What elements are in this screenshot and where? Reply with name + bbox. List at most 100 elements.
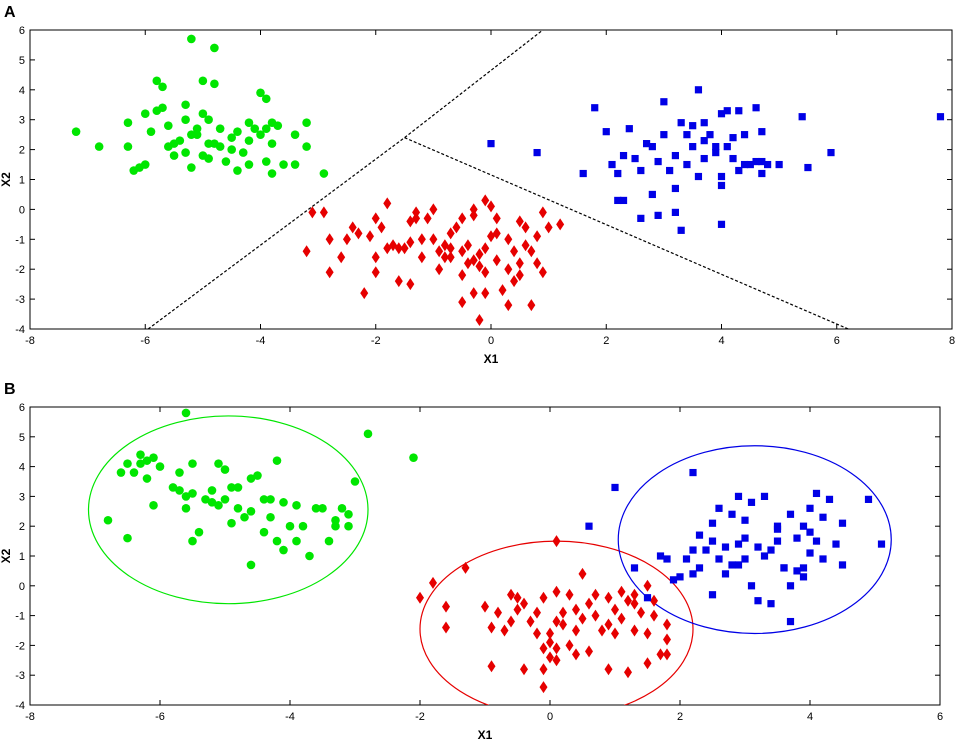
- panel-b-green-point: [181, 492, 191, 501]
- panel-b-red-point: [643, 657, 652, 670]
- panel-a-red-point: [446, 251, 455, 264]
- panel-a-red-point: [492, 212, 501, 225]
- panel-a-blue-point: [700, 154, 708, 163]
- panel-b-green-point: [194, 527, 204, 537]
- panel-b-blue-point: [786, 617, 795, 626]
- panel-b-ytick-label: -2: [15, 640, 25, 652]
- panel-a-red-point: [515, 269, 524, 282]
- panel-a-xtick-label: -4: [256, 335, 266, 347]
- panel-a-red-point: [319, 206, 328, 219]
- panel-b-red-point: [656, 648, 665, 661]
- panel-a-blue-point: [706, 131, 714, 139]
- panel-b-red-point: [604, 663, 613, 676]
- panel-a-blue-point: [712, 143, 720, 151]
- panel-b-green-point: [175, 486, 184, 495]
- panel-b-red-point: [552, 535, 561, 548]
- panel-b-red-point: [546, 651, 554, 664]
- panel-a-red-point: [481, 194, 490, 207]
- panel-b-green-cluster-ellipse: [87, 415, 369, 605]
- panel-b-green-point: [129, 468, 139, 477]
- panel-a-ytick-label: 3: [19, 115, 25, 127]
- panel-b-red-point: [507, 588, 515, 601]
- panel-b-green-point: [331, 521, 340, 531]
- panel-b-blue-point: [793, 567, 801, 575]
- panel-b-blue-point: [695, 531, 704, 539]
- panel-b-ytick-label: -3: [15, 670, 25, 682]
- panel-a-blue-point: [735, 107, 743, 115]
- panel-b-green-point: [214, 459, 223, 468]
- panel-a-blue-point: [764, 160, 772, 169]
- panel-b-red-point: [429, 576, 437, 589]
- panel-b-red-point: [630, 624, 639, 637]
- panel-b-xtick-label: 6: [937, 711, 943, 723]
- panel-b-blue-point: [760, 552, 769, 560]
- panel-a-ytick-label: 2: [19, 145, 25, 157]
- panel-a-red-point: [452, 221, 461, 234]
- panel-a-red-point: [515, 257, 524, 270]
- panel-b-ytick-label: 4: [19, 462, 25, 474]
- panel-b-green-point: [136, 450, 145, 459]
- panel-a-blue-point: [666, 166, 674, 175]
- panel-b-red-point: [539, 591, 548, 604]
- panel-b-blue-point: [695, 564, 704, 572]
- panel-a-red-point: [406, 236, 415, 249]
- panel-b-blue-point: [734, 561, 743, 569]
- panel-a-red-point: [400, 242, 409, 255]
- panel-b-red-point: [461, 561, 470, 574]
- panel-a-red-point: [337, 251, 346, 264]
- panel-b-red-point: [630, 597, 639, 610]
- panel-b-ytick-label: -4: [15, 700, 25, 712]
- panel-b-green-point: [149, 453, 158, 462]
- panel-b-green-point: [123, 533, 132, 543]
- panel-a-red-point: [308, 206, 317, 219]
- panel-b-green-point: [331, 515, 340, 525]
- panel-b-blue-point: [585, 522, 593, 530]
- panel-b-blue-point: [838, 519, 847, 527]
- panel-b-green-point: [318, 504, 327, 513]
- panel-a-blue-point: [533, 148, 541, 157]
- panel-a-blue-point: [746, 160, 754, 169]
- panel-a-blue-point: [683, 131, 691, 139]
- panel-b-red-point: [552, 585, 561, 598]
- panel-b-blue-point: [643, 594, 652, 602]
- panel-a-xtick-label: -8: [25, 335, 35, 347]
- panel-a-red-point: [458, 296, 467, 309]
- panel-b-red-point: [591, 609, 600, 622]
- panel-b-green-point: [266, 512, 275, 522]
- panel-b-blue-point: [767, 546, 775, 554]
- panel-b-ytick-label: 2: [19, 521, 25, 533]
- panel-a-blue-point: [740, 131, 749, 139]
- panel-b-red-point: [624, 594, 632, 607]
- panel-b-xtick-label: -4: [285, 711, 295, 723]
- panel-a-blue-point: [717, 181, 726, 190]
- panel-a-red-point: [360, 287, 369, 300]
- panel-b-blue-point: [708, 519, 717, 527]
- panel-a-blue-point: [729, 134, 737, 142]
- panel-b-red-point: [630, 588, 639, 601]
- panel-b-green-point: [233, 483, 243, 492]
- panel-b-red-point: [643, 627, 652, 640]
- panel-a-blue-point: [591, 104, 599, 112]
- panel-b-green-point: [305, 551, 314, 561]
- panel-a-red-point: [417, 251, 426, 264]
- panel-a-blue-point: [619, 196, 628, 205]
- panel-a-green-point: [187, 163, 196, 172]
- panel-b-xtick-label: -8: [25, 711, 35, 723]
- panel-a-blue-point: [487, 140, 495, 148]
- panel-b-green-point: [207, 486, 217, 495]
- panel-b-red-point: [546, 627, 554, 640]
- panel-a-label: A: [4, 4, 16, 21]
- panel-b-green-point: [181, 408, 191, 418]
- panel-a-green-point: [198, 109, 208, 119]
- panel-b-blue-point: [728, 510, 736, 518]
- panel-b-red-point: [578, 567, 587, 580]
- panel-b-red-point: [546, 636, 554, 649]
- panel-a-red-point: [412, 206, 421, 219]
- panel-b-blue-point: [702, 546, 710, 554]
- panel-b-green-point: [285, 521, 295, 531]
- panel-a-blue-point: [729, 154, 737, 163]
- panel-a-blue-point: [758, 157, 766, 166]
- panel-b-green-point: [246, 560, 256, 570]
- panel-a-red-point: [429, 203, 438, 216]
- panel-b-red-point: [481, 600, 489, 613]
